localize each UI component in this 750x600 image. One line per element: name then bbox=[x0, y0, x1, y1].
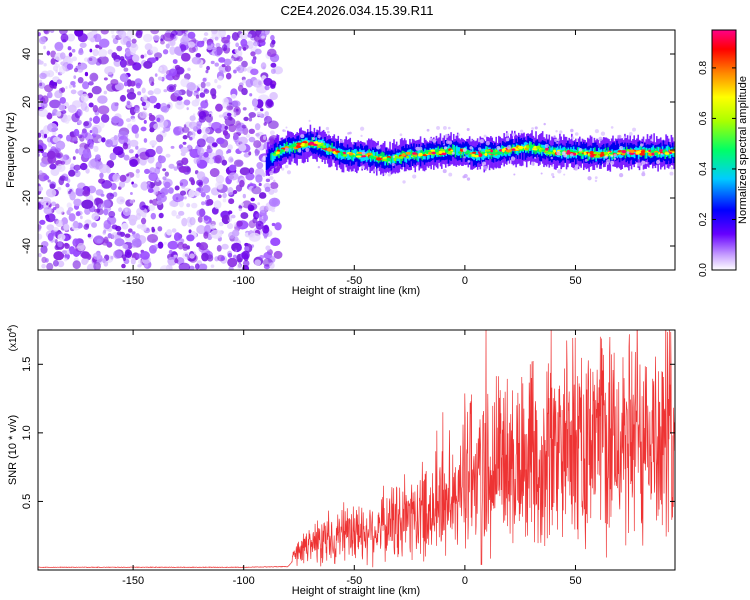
snr-x-axis: -150 -100 -50 0 50 bbox=[122, 330, 582, 587]
snr-multiplier-text: (x104) bbox=[7, 325, 19, 352]
snr-panel: -150 -100 -50 0 50 1.5 1.0 0.5 Height of strai… bbox=[7, 325, 676, 597]
snr-x-tick-label: -50 bbox=[346, 575, 362, 587]
spectrogram-noise bbox=[38, 30, 284, 270]
spectrogram-xlabel: Height of straight line (km) bbox=[292, 285, 420, 297]
snr-multiplier: (x104) bbox=[7, 325, 19, 352]
snr-y-tick-label: 1.5 bbox=[21, 357, 33, 372]
spectrogram-x-tick-label: -150 bbox=[122, 275, 144, 287]
colorbar-tick-label: 0.4 bbox=[698, 162, 709, 176]
spectrogram-y-tick-label: -20 bbox=[21, 190, 33, 206]
snr-y-tick-label: 1.0 bbox=[21, 425, 33, 440]
snr-x-tick-label: -100 bbox=[233, 575, 255, 587]
spectrogram-x-tick-label: 50 bbox=[569, 275, 581, 287]
spectrogram-ylabel: Frequency (Hz) bbox=[5, 112, 17, 188]
spectrogram-panel: -150 -100 -50 0 50 40 20 0 -20 -40 Height of str… bbox=[5, 29, 676, 297]
colorbar-label: Normalized spectral amplitude bbox=[737, 76, 749, 224]
colorbar-tick-label: 0.6 bbox=[698, 111, 709, 125]
snr-x-tick-label: 0 bbox=[462, 575, 468, 587]
snr-y-axis: 1.5 1.0 0.5 bbox=[21, 357, 675, 509]
snr-multiplier-exp: 4 bbox=[7, 328, 14, 332]
spectrogram-x-tick-label: -50 bbox=[346, 275, 362, 287]
chart-title: C2E4.2026.034.15.39.R11 bbox=[281, 3, 434, 18]
snr-frame bbox=[37, 329, 676, 571]
snr-x-tick-label: -150 bbox=[122, 575, 144, 587]
colorbar: 0.0 0.2 0.4 0.6 0.8 Normalized spectral ampl… bbox=[698, 29, 749, 277]
spectrogram-x-tick-label: -100 bbox=[233, 275, 255, 287]
spectrogram-y-tick-label: 40 bbox=[21, 48, 33, 60]
snr-y-tick-label: 0.5 bbox=[21, 494, 33, 509]
spectrogram-y-axis: 40 20 0 -20 -40 bbox=[21, 48, 675, 254]
snr-series-line bbox=[38, 330, 675, 569]
spectrogram-x-axis: -150 -100 -50 0 50 bbox=[122, 30, 582, 287]
spectrogram-ridge bbox=[264, 119, 675, 184]
spectrogram-y-tick-label: -40 bbox=[21, 238, 33, 254]
snr-ylabel: SNR (10 * v/v) bbox=[7, 415, 19, 485]
colorbar-tick-label: 0.2 bbox=[698, 212, 709, 226]
snr-xlabel: Height of straight line (km) bbox=[292, 585, 420, 597]
snr-multiplier-close: ) bbox=[8, 325, 19, 328]
snr-background bbox=[38, 330, 675, 570]
colorbar-tick-label: 0.8 bbox=[698, 61, 709, 75]
spectrogram-y-tick-label: 20 bbox=[21, 96, 33, 108]
spectrogram-x-tick-label: 0 bbox=[462, 275, 468, 287]
colorbar-ticks: 0.0 0.2 0.4 0.6 0.8 bbox=[698, 61, 736, 277]
snr-x-tick-label: 50 bbox=[569, 575, 581, 587]
spectrogram-y-tick-label: 0 bbox=[21, 147, 33, 153]
snr-multiplier-base: (x10 bbox=[8, 331, 19, 351]
colorbar-tick-label: 0.0 bbox=[698, 263, 709, 277]
colorbar-gradient bbox=[711, 29, 737, 271]
